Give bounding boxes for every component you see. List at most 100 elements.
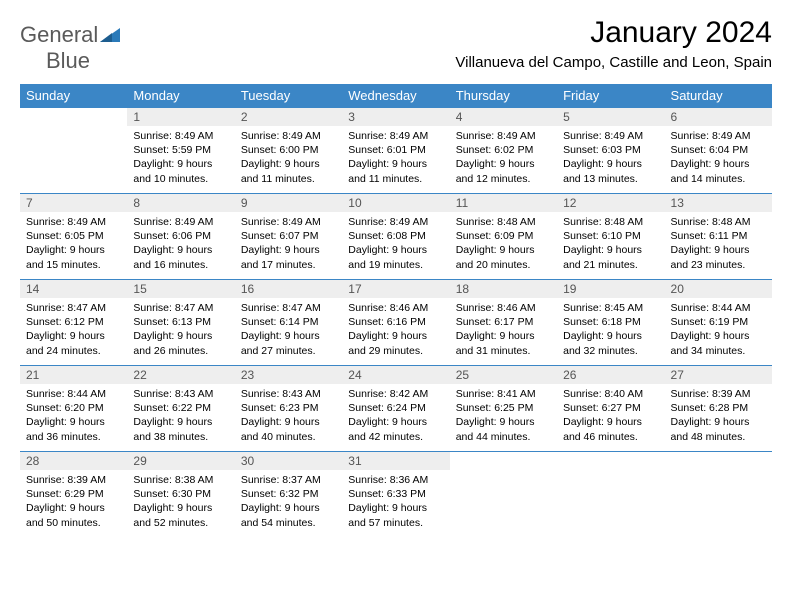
logo-word2: Blue — [46, 48, 90, 73]
weekday-header: Sunday — [20, 84, 127, 108]
calendar-day-cell: 11Sunrise: 8:48 AMSunset: 6:09 PMDayligh… — [450, 194, 557, 280]
day-number: 9 — [235, 194, 342, 212]
calendar-day-cell: 15Sunrise: 8:47 AMSunset: 6:13 PMDayligh… — [127, 280, 234, 366]
page-title: January 2024 — [455, 16, 772, 50]
day-number: 26 — [557, 366, 664, 384]
calendar-day-cell: 13Sunrise: 8:48 AMSunset: 6:11 PMDayligh… — [665, 194, 772, 280]
calendar-day-cell: 31Sunrise: 8:36 AMSunset: 6:33 PMDayligh… — [342, 452, 449, 538]
day-content: Sunrise: 8:49 AMSunset: 6:06 PMDaylight:… — [127, 212, 234, 278]
logo: General Blue — [20, 16, 120, 74]
day-content: Sunrise: 8:42 AMSunset: 6:24 PMDaylight:… — [342, 384, 449, 450]
calendar-header-row: SundayMondayTuesdayWednesdayThursdayFrid… — [20, 84, 772, 108]
calendar-week-row: 7Sunrise: 8:49 AMSunset: 6:05 PMDaylight… — [20, 194, 772, 280]
calendar-day-cell: 10Sunrise: 8:49 AMSunset: 6:08 PMDayligh… — [342, 194, 449, 280]
day-content: Sunrise: 8:48 AMSunset: 6:11 PMDaylight:… — [665, 212, 772, 278]
day-content: Sunrise: 8:49 AMSunset: 6:08 PMDaylight:… — [342, 212, 449, 278]
day-number: 2 — [235, 108, 342, 126]
calendar-day-cell: 9Sunrise: 8:49 AMSunset: 6:07 PMDaylight… — [235, 194, 342, 280]
calendar-day-cell: 4Sunrise: 8:49 AMSunset: 6:02 PMDaylight… — [450, 108, 557, 194]
title-block: January 2024 Villanueva del Campo, Casti… — [455, 16, 772, 71]
day-number: 16 — [235, 280, 342, 298]
calendar-week-row: 28Sunrise: 8:39 AMSunset: 6:29 PMDayligh… — [20, 452, 772, 538]
day-content: Sunrise: 8:49 AMSunset: 6:07 PMDaylight:… — [235, 212, 342, 278]
calendar-day-cell: 3Sunrise: 8:49 AMSunset: 6:01 PMDaylight… — [342, 108, 449, 194]
weekday-header: Saturday — [665, 84, 772, 108]
day-content: Sunrise: 8:39 AMSunset: 6:28 PMDaylight:… — [665, 384, 772, 450]
day-content: Sunrise: 8:41 AMSunset: 6:25 PMDaylight:… — [450, 384, 557, 450]
day-number: 8 — [127, 194, 234, 212]
day-content: Sunrise: 8:39 AMSunset: 6:29 PMDaylight:… — [20, 470, 127, 536]
weekday-header: Tuesday — [235, 84, 342, 108]
day-number: 31 — [342, 452, 449, 470]
calendar-day-cell: 12Sunrise: 8:48 AMSunset: 6:10 PMDayligh… — [557, 194, 664, 280]
day-content: Sunrise: 8:49 AMSunset: 6:03 PMDaylight:… — [557, 126, 664, 192]
day-number: 20 — [665, 280, 772, 298]
day-content: Sunrise: 8:46 AMSunset: 6:17 PMDaylight:… — [450, 298, 557, 364]
calendar-page: General Blue January 2024 Villanueva del… — [0, 0, 792, 554]
day-number: 13 — [665, 194, 772, 212]
day-content: Sunrise: 8:46 AMSunset: 6:16 PMDaylight:… — [342, 298, 449, 364]
day-content: Sunrise: 8:49 AMSunset: 6:02 PMDaylight:… — [450, 126, 557, 192]
logo-text: General Blue — [20, 22, 120, 74]
header: General Blue January 2024 Villanueva del… — [20, 16, 772, 74]
calendar-day-cell: 21Sunrise: 8:44 AMSunset: 6:20 PMDayligh… — [20, 366, 127, 452]
day-number: 18 — [450, 280, 557, 298]
day-content: Sunrise: 8:49 AMSunset: 5:59 PMDaylight:… — [127, 126, 234, 192]
calendar-day-cell: 29Sunrise: 8:38 AMSunset: 6:30 PMDayligh… — [127, 452, 234, 538]
calendar-day-cell: 19Sunrise: 8:45 AMSunset: 6:18 PMDayligh… — [557, 280, 664, 366]
day-content: Sunrise: 8:44 AMSunset: 6:20 PMDaylight:… — [20, 384, 127, 450]
day-number: 25 — [450, 366, 557, 384]
calendar-day-cell: 20Sunrise: 8:44 AMSunset: 6:19 PMDayligh… — [665, 280, 772, 366]
day-number: 17 — [342, 280, 449, 298]
calendar-week-row: 21Sunrise: 8:44 AMSunset: 6:20 PMDayligh… — [20, 366, 772, 452]
weekday-header: Monday — [127, 84, 234, 108]
calendar-day-cell: 27Sunrise: 8:39 AMSunset: 6:28 PMDayligh… — [665, 366, 772, 452]
day-content: Sunrise: 8:48 AMSunset: 6:10 PMDaylight:… — [557, 212, 664, 278]
calendar-day-cell: 23Sunrise: 8:43 AMSunset: 6:23 PMDayligh… — [235, 366, 342, 452]
calendar-week-row: 14Sunrise: 8:47 AMSunset: 6:12 PMDayligh… — [20, 280, 772, 366]
day-number: 21 — [20, 366, 127, 384]
calendar-day-cell — [557, 452, 664, 538]
day-content: Sunrise: 8:47 AMSunset: 6:12 PMDaylight:… — [20, 298, 127, 364]
calendar-day-cell: 18Sunrise: 8:46 AMSunset: 6:17 PMDayligh… — [450, 280, 557, 366]
day-number: 5 — [557, 108, 664, 126]
calendar-day-cell — [450, 452, 557, 538]
calendar-day-cell — [665, 452, 772, 538]
day-content: Sunrise: 8:49 AMSunset: 6:04 PMDaylight:… — [665, 126, 772, 192]
day-content: Sunrise: 8:48 AMSunset: 6:09 PMDaylight:… — [450, 212, 557, 278]
day-number: 15 — [127, 280, 234, 298]
calendar-day-cell: 24Sunrise: 8:42 AMSunset: 6:24 PMDayligh… — [342, 366, 449, 452]
calendar-day-cell: 25Sunrise: 8:41 AMSunset: 6:25 PMDayligh… — [450, 366, 557, 452]
day-number: 28 — [20, 452, 127, 470]
day-content: Sunrise: 8:49 AMSunset: 6:01 PMDaylight:… — [342, 126, 449, 192]
day-number: 19 — [557, 280, 664, 298]
day-number: 10 — [342, 194, 449, 212]
day-content: Sunrise: 8:49 AMSunset: 6:00 PMDaylight:… — [235, 126, 342, 192]
calendar-day-cell: 28Sunrise: 8:39 AMSunset: 6:29 PMDayligh… — [20, 452, 127, 538]
day-number: 24 — [342, 366, 449, 384]
day-content: Sunrise: 8:37 AMSunset: 6:32 PMDaylight:… — [235, 470, 342, 536]
day-number: 3 — [342, 108, 449, 126]
day-content: Sunrise: 8:47 AMSunset: 6:14 PMDaylight:… — [235, 298, 342, 364]
day-number: 29 — [127, 452, 234, 470]
logo-word1: General — [20, 22, 98, 47]
calendar-day-cell: 22Sunrise: 8:43 AMSunset: 6:22 PMDayligh… — [127, 366, 234, 452]
calendar-day-cell: 7Sunrise: 8:49 AMSunset: 6:05 PMDaylight… — [20, 194, 127, 280]
calendar-day-cell: 17Sunrise: 8:46 AMSunset: 6:16 PMDayligh… — [342, 280, 449, 366]
calendar-day-cell: 6Sunrise: 8:49 AMSunset: 6:04 PMDaylight… — [665, 108, 772, 194]
day-number: 7 — [20, 194, 127, 212]
day-number: 30 — [235, 452, 342, 470]
calendar-table: SundayMondayTuesdayWednesdayThursdayFrid… — [20, 84, 772, 538]
calendar-day-cell — [20, 108, 127, 194]
weekday-header: Thursday — [450, 84, 557, 108]
calendar-day-cell: 8Sunrise: 8:49 AMSunset: 6:06 PMDaylight… — [127, 194, 234, 280]
day-number: 6 — [665, 108, 772, 126]
day-number: 4 — [450, 108, 557, 126]
logo-triangle-icon — [100, 28, 120, 47]
day-content: Sunrise: 8:45 AMSunset: 6:18 PMDaylight:… — [557, 298, 664, 364]
day-content: Sunrise: 8:49 AMSunset: 6:05 PMDaylight:… — [20, 212, 127, 278]
calendar-day-cell: 16Sunrise: 8:47 AMSunset: 6:14 PMDayligh… — [235, 280, 342, 366]
day-content: Sunrise: 8:47 AMSunset: 6:13 PMDaylight:… — [127, 298, 234, 364]
day-number: 1 — [127, 108, 234, 126]
location-subtitle: Villanueva del Campo, Castille and Leon,… — [455, 54, 772, 71]
